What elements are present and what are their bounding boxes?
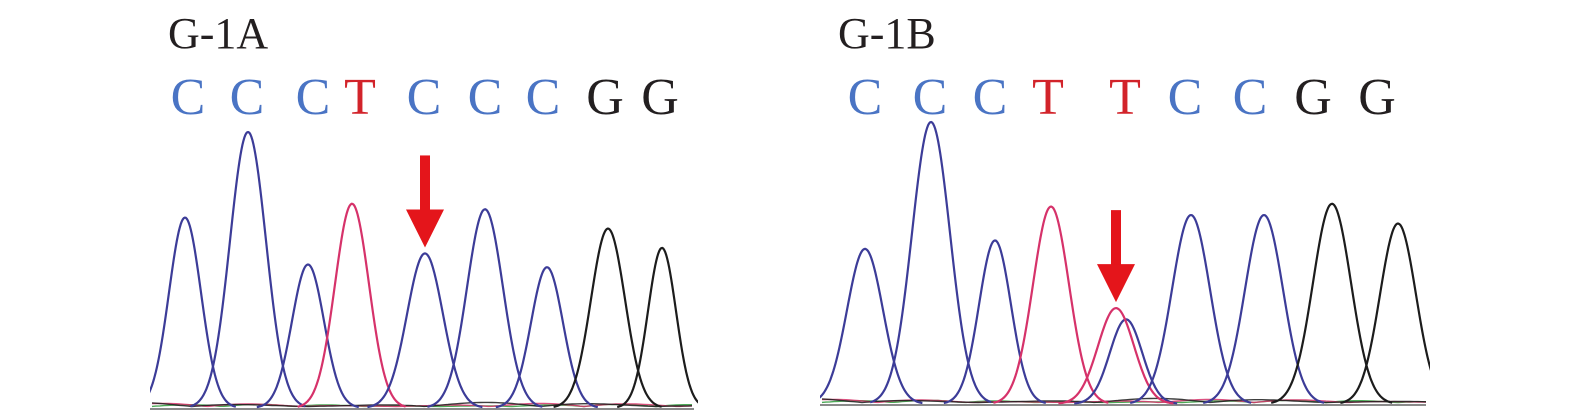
base-call-c: C [1232, 69, 1268, 126]
chromatogram-trace [150, 130, 698, 410]
base-call-g: G [1358, 69, 1396, 126]
arrow-shaft [1111, 210, 1121, 269]
arrow-head [406, 209, 444, 248]
arrow-head [1097, 264, 1135, 303]
base-call-c: C [1167, 69, 1203, 126]
peak-c [427, 208, 543, 408]
base-call-c: C [406, 69, 442, 126]
peak-g [616, 246, 698, 409]
base-call-c: C [525, 69, 561, 126]
peak-secondary-c [1074, 318, 1178, 405]
peak-t [297, 202, 406, 408]
peak-c [189, 130, 306, 408]
peak-c [820, 247, 923, 405]
peak-c [1202, 213, 1325, 404]
peak-c [869, 120, 992, 404]
base-call-c: C [170, 69, 206, 126]
peak-c [256, 263, 360, 409]
peak-t [993, 205, 1109, 404]
noise-trace [151, 401, 693, 408]
noise-trace [821, 398, 1427, 404]
peak-c [367, 252, 483, 409]
base-call-c: C [972, 69, 1008, 126]
noise-trace [821, 397, 1427, 404]
base-call-t: T [1032, 69, 1064, 126]
base-call-c: C [847, 69, 883, 126]
base-call-c: C [912, 69, 948, 126]
peak-c [1129, 213, 1252, 404]
peak-c [495, 266, 599, 409]
base-call-t: T [1109, 69, 1141, 126]
base-call-g: G [586, 69, 624, 126]
panel-title: G-1B [838, 9, 936, 58]
variant-arrow [406, 155, 444, 248]
peak-c [150, 216, 237, 408]
peak-g [553, 227, 662, 408]
base-call-g: G [641, 69, 679, 126]
chromatogram-trace [820, 120, 1430, 406]
peak-t [1058, 306, 1174, 405]
base-call-t: T [344, 69, 376, 126]
base-call-c: C [229, 69, 265, 126]
base-call-c: C [295, 69, 331, 126]
panel-title: G-1A [168, 9, 269, 58]
peak-g [1270, 202, 1393, 404]
peak-g [1340, 222, 1430, 404]
variant-arrow [1097, 210, 1135, 303]
base-call-g: G [1294, 69, 1332, 126]
base-call-c: C [467, 69, 503, 126]
peak-c [943, 239, 1047, 405]
arrow-shaft [420, 155, 430, 214]
